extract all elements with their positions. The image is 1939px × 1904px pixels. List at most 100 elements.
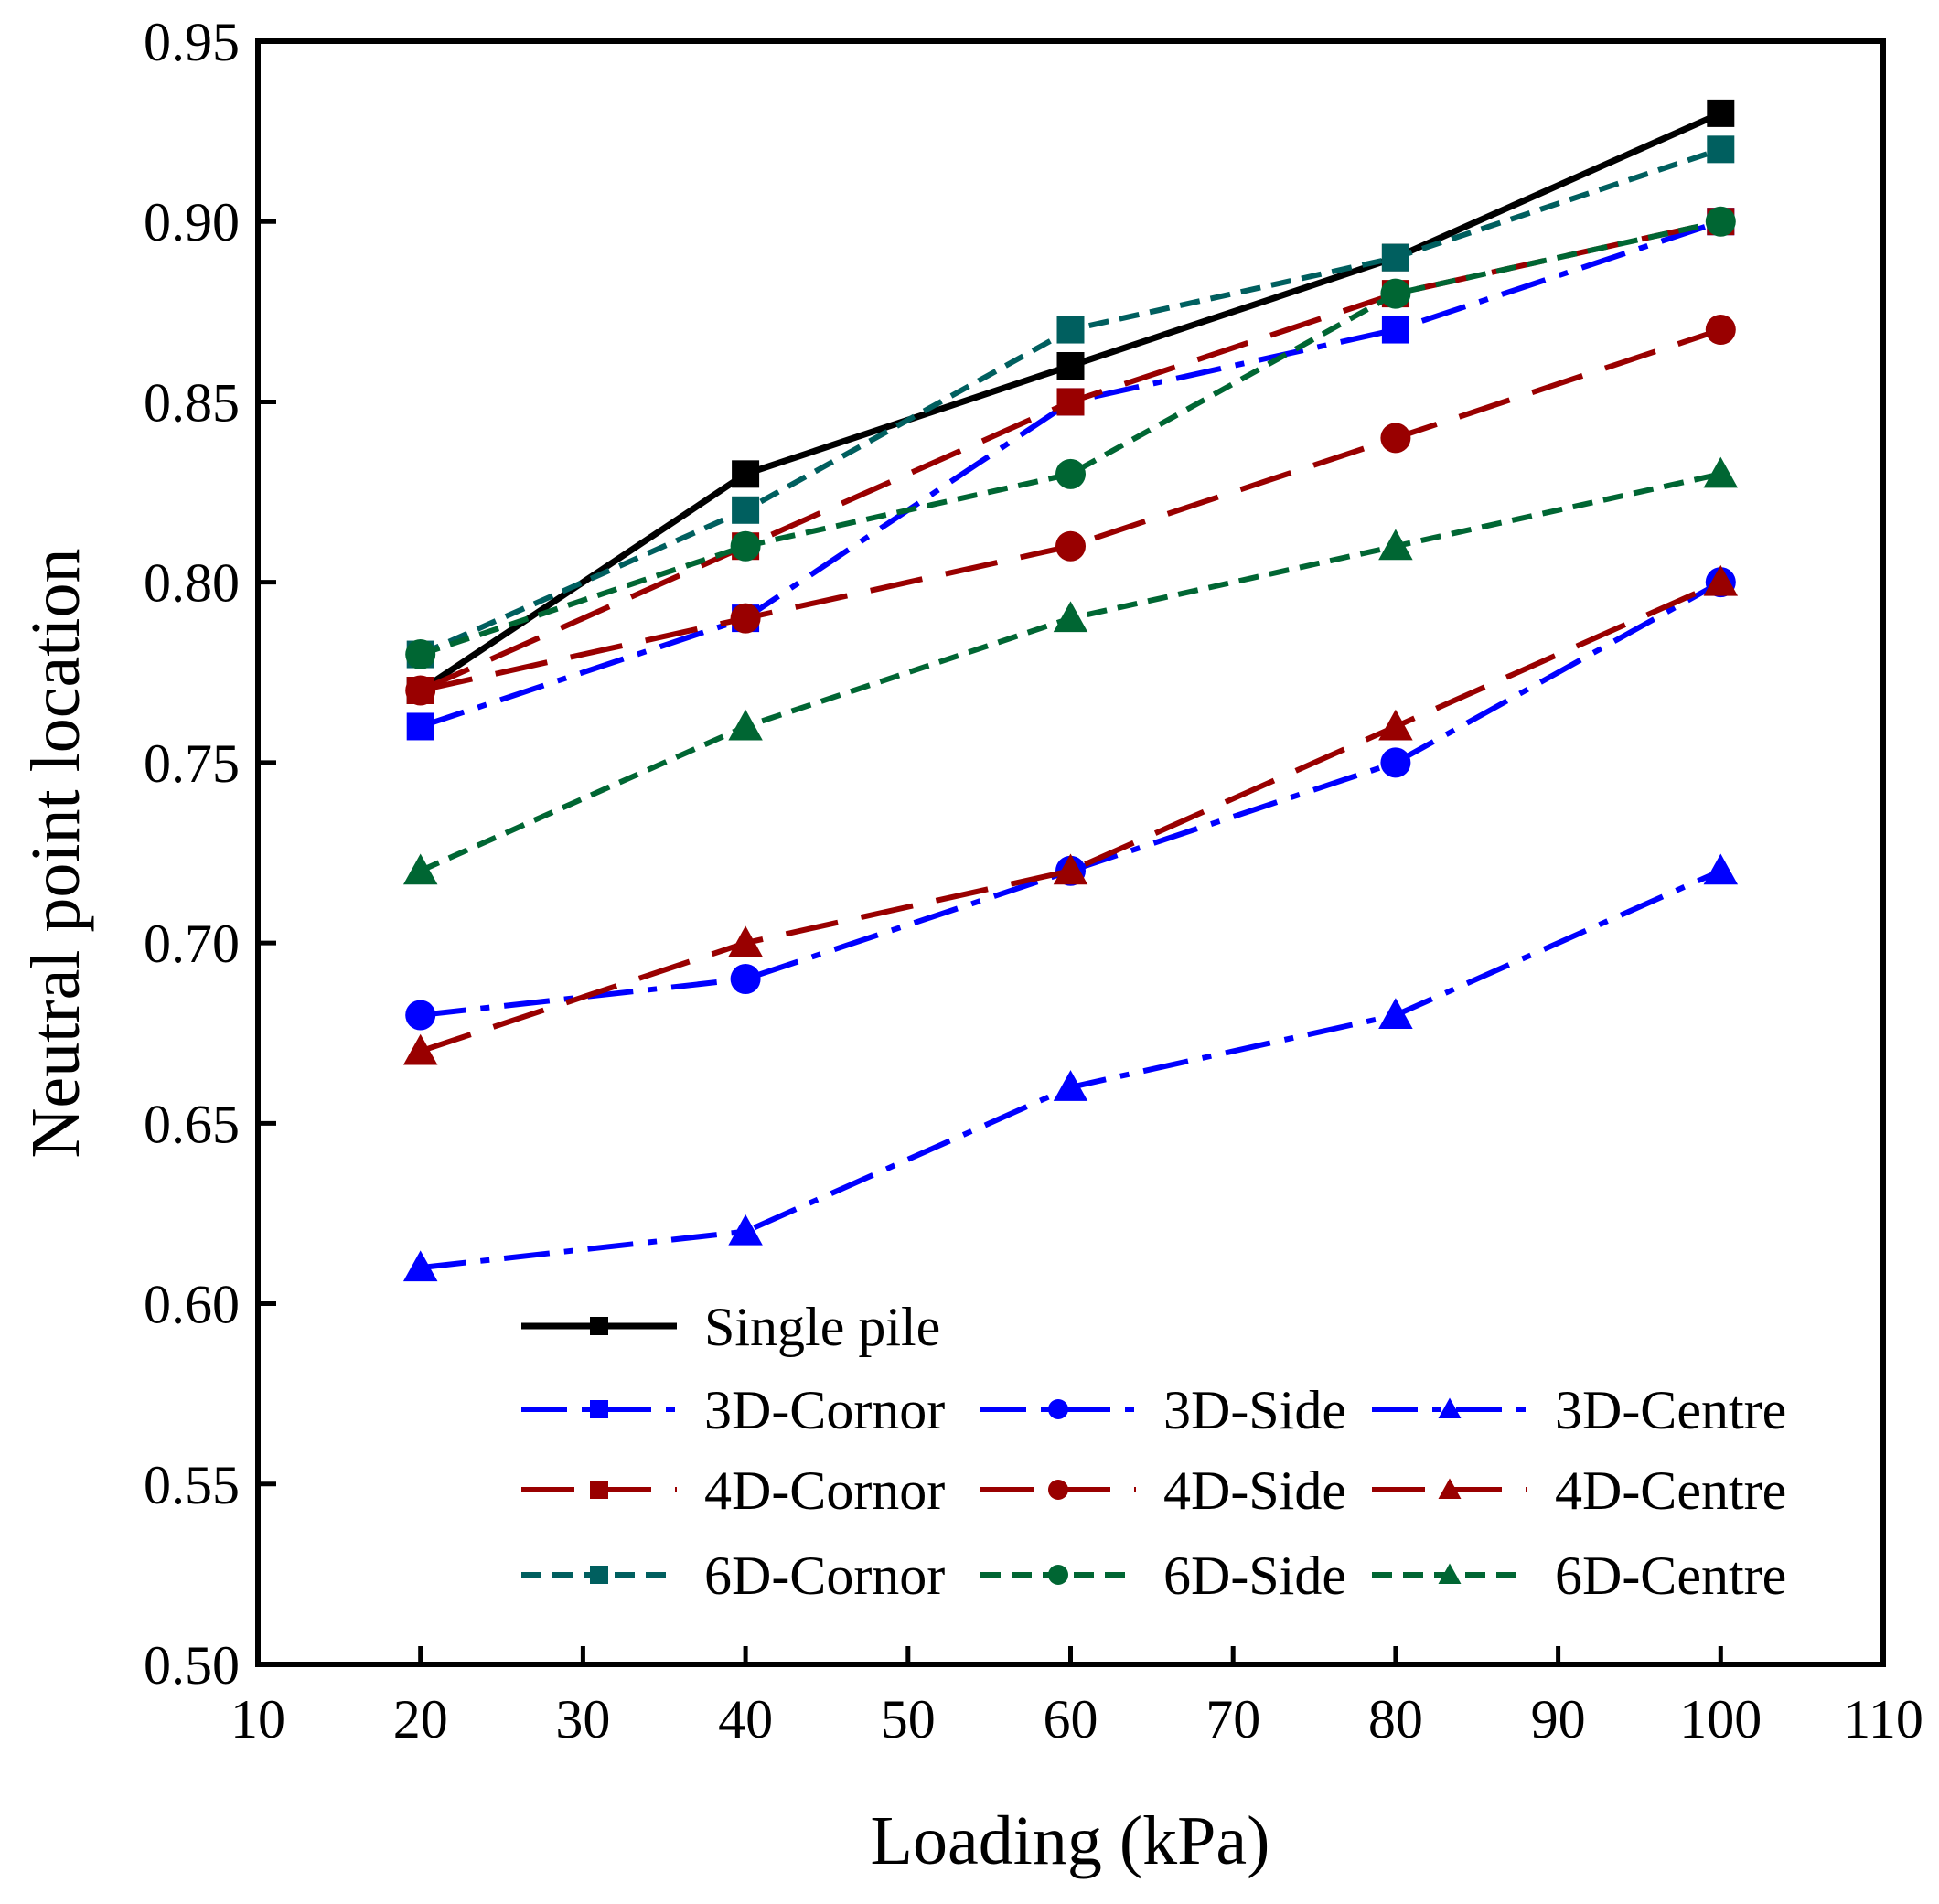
data-point-8-0 [405, 639, 436, 670]
data-point-5-3 [1380, 423, 1411, 454]
series-2 [405, 567, 1736, 1031]
series-8 [405, 206, 1736, 670]
legend-item-1: 3D-Cornor [521, 1380, 945, 1440]
series-line-3 [420, 868, 1722, 1271]
axis-ticks: 10 20 30 40 50 60 70 80 90 100 110 0.50 0.55 0.60 0.65… [144, 12, 1923, 1749]
data-point-3-0 [402, 1250, 438, 1282]
data-point-3-3 [1378, 998, 1413, 1029]
data-point-1-3 [1381, 316, 1409, 344]
x-tick-label: 60 [1044, 1689, 1098, 1749]
x-tick-label: 110 [1843, 1689, 1923, 1749]
data-point-9-4 [1703, 456, 1739, 488]
data-point-8-4 [1705, 206, 1736, 237]
data-point-9-0 [402, 853, 438, 885]
data-point-6-4 [1703, 564, 1739, 596]
y-tick-label: 0.65 [144, 1094, 240, 1154]
x-tick-label: 30 [555, 1689, 610, 1749]
x-tick-label: 70 [1205, 1689, 1260, 1749]
y-tick-label: 0.70 [144, 914, 240, 974]
series-line-1 [419, 219, 1722, 730]
data-point-7-3 [1381, 243, 1409, 272]
data-point-4-2 [1056, 388, 1085, 416]
x-tick-label: 50 [881, 1689, 936, 1749]
data-point-5-1 [730, 603, 761, 634]
data-point-6-0 [402, 1033, 438, 1065]
x-tick-label: 80 [1368, 1689, 1423, 1749]
legend-marker-9 [1438, 1563, 1462, 1584]
legend-label-2: 3D-Side [1163, 1380, 1346, 1440]
y-tick-label: 0.90 [144, 192, 240, 252]
legend-item-4: 4D-Cornor [521, 1460, 945, 1521]
data-point-5-4 [1705, 315, 1736, 346]
data-point-7-1 [732, 496, 760, 524]
y-tick-label: 0.50 [144, 1635, 240, 1695]
legend-marker-2 [1048, 1399, 1068, 1419]
legend: Single pile 3D-Cornor 3D-Side 3D-Centre 4D-C… [521, 1297, 1786, 1606]
data-point-6-3 [1378, 709, 1413, 741]
series-3 [402, 853, 1739, 1282]
series-line-5 [420, 326, 1722, 693]
x-tick-label: 100 [1679, 1689, 1762, 1749]
data-point-2-1 [730, 964, 761, 995]
data-point-8-3 [1380, 278, 1411, 309]
x-tick-label: 40 [718, 1689, 773, 1749]
legend-marker-1 [590, 1400, 608, 1418]
series-6 [402, 564, 1739, 1065]
data-point-2-0 [405, 1000, 436, 1031]
legend-item-6: 4D-Centre [1372, 1460, 1786, 1521]
legend-label-1: 3D-Cornor [704, 1380, 945, 1440]
series-layer [402, 99, 1739, 1282]
data-point-5-0 [405, 675, 436, 706]
legend-label-3: 3D-Centre [1555, 1380, 1786, 1440]
legend-marker-5 [1048, 1480, 1068, 1500]
legend-marker-0 [590, 1317, 608, 1335]
series-line-6 [419, 579, 1722, 1054]
y-tick-label: 0.55 [144, 1455, 240, 1515]
legend-item-5: 4D-Side [980, 1460, 1346, 1521]
legend-marker-4 [590, 1481, 608, 1499]
legend-label-5: 4D-Side [1163, 1460, 1346, 1521]
data-point-0-2 [1056, 352, 1085, 380]
data-point-6-2 [1053, 853, 1088, 885]
legend-label-9: 6D-Centre [1555, 1546, 1786, 1606]
series-line-2 [420, 580, 1722, 1018]
data-point-1-0 [406, 712, 434, 741]
legend-marker-7 [590, 1566, 608, 1584]
legend-item-0: Single pile [521, 1297, 940, 1357]
data-point-9-1 [728, 709, 763, 741]
y-tick-label: 0.85 [144, 372, 240, 433]
data-point-9-2 [1053, 601, 1088, 633]
series-5 [405, 315, 1736, 706]
legend-marker-3 [1438, 1397, 1462, 1418]
data-point-8-2 [1055, 458, 1086, 489]
data-point-0-1 [732, 460, 760, 488]
data-point-7-4 [1707, 135, 1735, 164]
legend-item-7: 6D-Cornor [521, 1546, 945, 1606]
data-point-3-1 [728, 1214, 763, 1246]
legend-label-6: 4D-Centre [1555, 1460, 1786, 1521]
series-9 [402, 456, 1739, 885]
data-point-9-3 [1378, 529, 1413, 561]
y-tick-label: 0.60 [144, 1275, 240, 1335]
y-tick-label: 0.80 [144, 553, 240, 614]
legend-label-8: 6D-Side [1163, 1546, 1346, 1606]
legend-label-0: Single pile [704, 1297, 940, 1357]
x-axis-label: Loading (kPa) [871, 1802, 1270, 1879]
x-tick-label: 20 [393, 1689, 448, 1749]
data-point-7-2 [1056, 316, 1085, 344]
legend-marker-8 [1048, 1565, 1068, 1585]
data-point-2-3 [1380, 747, 1411, 778]
data-point-3-2 [1053, 1070, 1088, 1101]
data-point-3-4 [1703, 853, 1739, 885]
y-axis-label: Neutral point location [17, 549, 94, 1159]
data-point-5-2 [1055, 530, 1086, 562]
x-tick-label: 90 [1531, 1689, 1586, 1749]
y-tick-label: 0.95 [144, 12, 240, 72]
legend-label-7: 6D-Cornor [704, 1546, 945, 1606]
legend-marker-6 [1438, 1478, 1462, 1499]
y-tick-label: 0.75 [144, 733, 240, 794]
data-point-8-1 [730, 530, 761, 562]
data-point-6-1 [728, 925, 763, 957]
legend-item-9: 6D-Centre [1372, 1546, 1786, 1606]
